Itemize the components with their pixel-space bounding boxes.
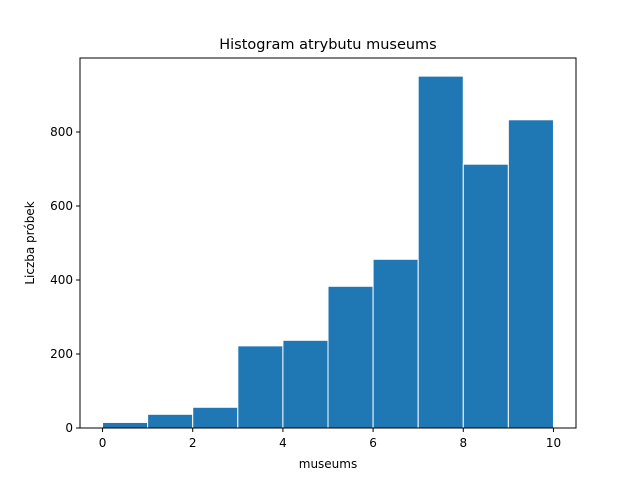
x-tick-label: 2 [189, 436, 197, 450]
y-tick-label: 800 [50, 125, 73, 139]
histogram-bar [372, 258, 419, 429]
x-tick-label: 4 [279, 436, 287, 450]
bars-group [102, 75, 554, 429]
histogram-bar [417, 75, 464, 429]
chart-title: Histogram atrybutu museums [219, 37, 436, 53]
y-tick-label: 200 [50, 347, 73, 361]
histogram-bar [147, 413, 194, 429]
y-tick-label: 600 [50, 199, 73, 213]
y-axis-label: Liczba próbek [23, 201, 37, 284]
y-tick-label: 0 [65, 421, 73, 435]
x-axis-ticks: 0 2 4 6 8 10 [99, 428, 561, 450]
x-tick-label: 10 [546, 436, 561, 450]
x-tick-label: 8 [459, 436, 467, 450]
histogram-bar [102, 421, 149, 429]
y-axis-ticks: 0 200 400 600 800 [50, 125, 80, 435]
histogram-bar [462, 163, 509, 429]
histogram-bar [237, 345, 284, 429]
histogram-bar [282, 339, 329, 429]
x-tick-label: 0 [99, 436, 107, 450]
histogram-bar [192, 406, 239, 429]
plot-frame [79, 57, 577, 429]
histogram-bar [507, 119, 554, 429]
x-axis-label: museums [299, 457, 357, 471]
y-tick-label: 400 [50, 273, 73, 287]
histogram-bar [327, 285, 374, 429]
x-tick-label: 6 [369, 436, 377, 450]
